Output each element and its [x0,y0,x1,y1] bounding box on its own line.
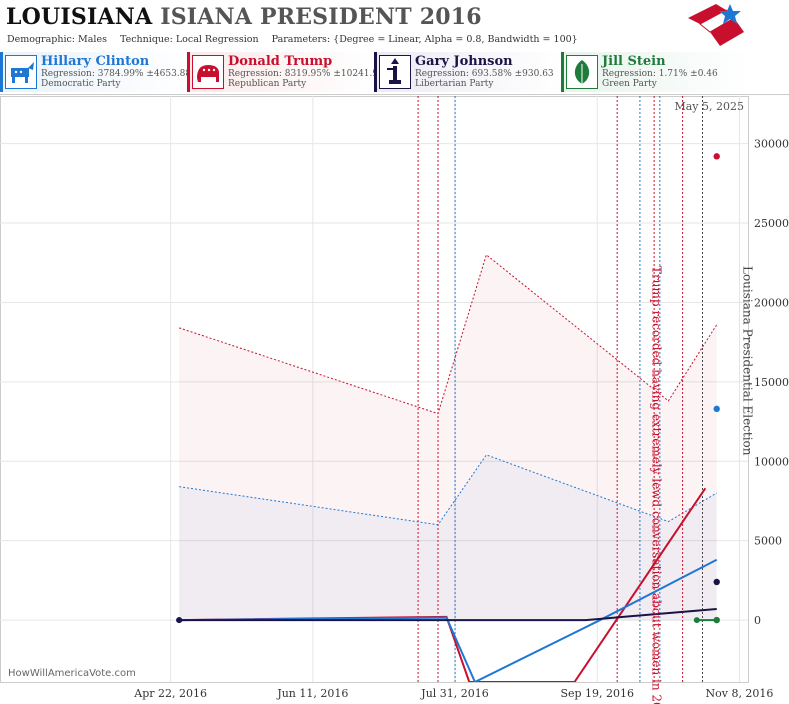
regression-chart: 0 5000 10000 15000 20000 25000 30000 Apr 22, 20… [0,94,789,704]
confidence-band [179,254,717,621]
series-point [713,405,720,413]
candidate-regression: Regression: 1.71% ±0.46 [602,69,718,79]
series-point [713,616,720,624]
technique-label: Technique: Local Regression [120,34,259,45]
y-tick-label: 0 [754,614,761,627]
series-point [713,153,720,160]
candidate-name: Gary Johnson [415,54,513,69]
annotation-label: Trump recorded having extremely lewd con… [649,266,663,704]
series-line [179,607,717,622]
donkey-icon [5,55,37,89]
series-point [713,578,720,586]
site-logo-icon[interactable] [686,2,750,48]
candidate-regression: Regression: 693.58% ±930.63 [415,69,554,79]
candidate-legend: Hillary Clinton Regression: 3784.99% ±46… [0,52,789,95]
candidate-name: Donald Trump [228,54,333,69]
confidence-band [179,454,717,621]
series-group [176,96,720,682]
plot-frame [0,96,749,683]
candidate-card-johnson[interactable]: Gary Johnson Regression: 693.58% ±930.63… [374,52,562,92]
x-tick-label: Nov 8, 2016 [705,687,773,700]
parameters-line: Demographic: Males Technique: Local Regr… [7,34,588,45]
parameters-label: Parameters: {Degree = Linear, Alpha = 0.… [271,34,578,45]
annotation-label: Louisiana Presidential Election [740,266,754,456]
y-tick-label: 15000 [754,376,789,389]
candidate-party: Libertarian Party [415,79,494,89]
x-tick-label: Sep 19, 2016 [560,687,634,700]
candidate-regression: Regression: 8319.95% ±10241.97 [228,69,384,79]
candidate-party: Green Party [602,79,657,89]
y-tick-label: 30000 [754,138,789,151]
title-rest: ISIANA PRESIDENT 2016 [160,4,482,30]
candidate-party: Democratic Party [41,79,121,89]
candidate-card-stein[interactable]: Jill Stein Regression: 1.71% ±0.46 Green… [561,52,749,92]
leaf-icon [566,55,598,89]
liberty-torch-icon [379,55,411,89]
x-tick-label: Apr 22, 2016 [133,687,207,700]
confidence-upper-line [179,253,718,415]
series-line [179,558,718,682]
candidate-regression: Regression: 3784.99% ±4653.88 [41,69,192,79]
elephant-icon [192,55,224,89]
candidate-card-trump[interactable]: Donald Trump Regression: 8319.95% ±10241… [187,52,384,92]
date-stamp: May 5, 2025 [674,100,744,113]
series-start-point [693,617,700,624]
page-title: LOUISIANA ISIANA PRESIDENT 2016 [6,4,482,30]
y-tick-label: 10000 [754,455,789,468]
chart-svg: 0 5000 10000 15000 20000 25000 30000 Apr 22, 20… [0,96,789,704]
candidate-party: Republican Party [228,79,307,89]
demographic-label: Demographic: Males [7,34,107,45]
title-state: LOUISIANA [6,4,153,30]
header: LOUISIANA ISIANA PRESIDENT 2016 Demograp… [0,0,789,48]
candidate-name: Hillary Clinton [41,54,150,69]
watermark[interactable]: HowWillAmericaVote.com [8,668,136,679]
x-tick-label: Jul 31, 2016 [420,687,489,700]
x-tick-label: Jun 11, 2016 [276,687,348,700]
y-tick-label: 5000 [754,535,782,548]
candidate-name: Jill Stein [602,54,666,69]
candidate-card-clinton[interactable]: Hillary Clinton Regression: 3784.99% ±46… [0,52,192,92]
series-start-point [176,617,183,624]
y-tick-label: 25000 [754,217,789,230]
y-tick-label: 20000 [754,296,789,309]
